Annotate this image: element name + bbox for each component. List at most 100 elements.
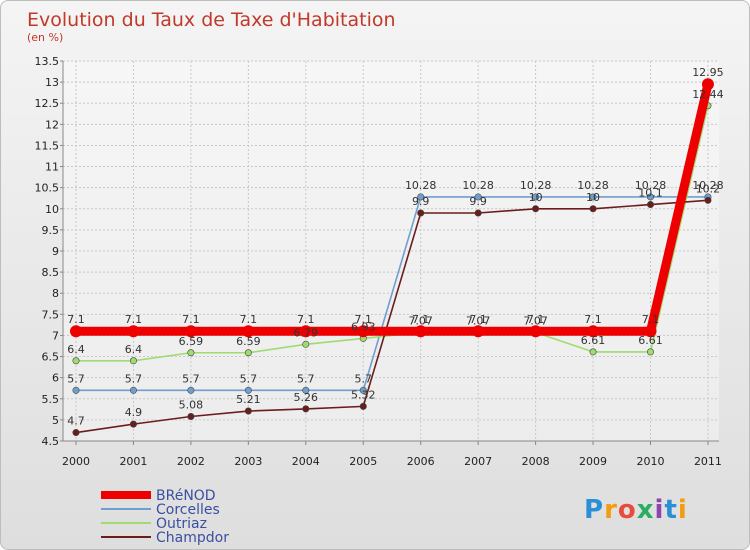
data-label-outriaz: 6.59 (236, 335, 261, 348)
data-point-champdor (129, 420, 137, 428)
proxiti-logo: Proxiti (584, 495, 688, 525)
data-label-champdor: 4.9 (125, 406, 143, 419)
data-label-corcelles: 10.28 (462, 179, 494, 192)
data-label-champdor: 5.32 (351, 388, 376, 401)
data-label-outriaz: 6.59 (179, 335, 204, 348)
series-layer (70, 78, 714, 437)
data-point-corcelles (589, 193, 597, 201)
y-tick-label: 10.5 (35, 182, 60, 195)
grid (63, 60, 719, 442)
data-point-br-nod (242, 325, 255, 338)
x-tick-label: 2004 (292, 455, 320, 468)
y-tick-label: 11 (45, 161, 59, 174)
y-tick-label: 12 (45, 118, 59, 131)
data-label-champdor: 4.7 (67, 415, 85, 428)
y-tick-label: 8.5 (42, 266, 60, 279)
x-tick-label: 2010 (637, 455, 665, 468)
series-line-champdor (75, 199, 709, 434)
data-point-outriaz (244, 349, 252, 357)
y-tick-label: 9.5 (42, 224, 60, 237)
data-label-br-nod: 7.1 (297, 313, 315, 326)
data-label-br-nod: 7.1 (642, 313, 660, 326)
legend-label-br-nod: BRéNOD (156, 488, 216, 504)
data-label-champdor: 5.26 (294, 391, 319, 404)
y-tick-label: 6 (52, 372, 59, 385)
data-point-corcelles (244, 386, 252, 394)
data-point-champdor (72, 429, 80, 437)
data-labels: 5.7 5.7 5.7 5.7 5.7 5.710.28 10.28 10.28 10.28 10… (67, 66, 723, 427)
data-point-champdor (532, 205, 540, 213)
data-point-champdor (704, 196, 712, 204)
data-point-br-nod (127, 325, 140, 338)
data-label-corcelles: 5.7 (182, 372, 200, 385)
data-label-corcelles: 5.7 (67, 372, 85, 385)
data-point-outriaz (646, 348, 654, 356)
x-tick-label: 2006 (407, 455, 435, 468)
data-point-corcelles (646, 193, 654, 201)
data-point-champdor (187, 413, 195, 421)
data-point-br-nod (529, 325, 542, 338)
data-label-outriaz: 6.61 (638, 334, 663, 347)
data-label-corcelles: 10.28 (635, 179, 667, 192)
data-label-br-nod: 7.1 (355, 313, 373, 326)
y-tick-label: 5 (52, 414, 59, 427)
x-tick-label: 2000 (62, 455, 90, 468)
data-label-outriaz: 6.93 (351, 320, 376, 333)
data-label-br-nod: 7.1 (527, 313, 545, 326)
y-tick-label: 13 (45, 76, 59, 89)
data-point-corcelles (129, 386, 137, 394)
data-point-champdor (646, 201, 654, 209)
data-label-champdor: 5.08 (179, 399, 204, 412)
data-label-corcelles: 5.7 (355, 372, 373, 385)
chart-subtitle: (en %) (27, 31, 63, 44)
data-label-outriaz: 7.07 (466, 314, 491, 327)
x-tick-label: 2002 (177, 455, 205, 468)
y-tick-label: 10 (45, 203, 59, 216)
y-tick-label: 9 (52, 245, 59, 258)
data-point-outriaz (129, 357, 137, 365)
data-point-champdor (302, 405, 310, 413)
data-point-corcelles (532, 193, 540, 201)
data-label-corcelles: 5.7 (125, 372, 143, 385)
x-tick-label: 2001 (119, 455, 147, 468)
y-tick-label: 11.5 (35, 139, 60, 152)
data-point-outriaz (589, 348, 597, 356)
data-label-champdor: 10.2 (696, 182, 721, 195)
data-point-br-nod (70, 325, 82, 338)
logo-letter: P (584, 495, 604, 525)
logo-letter: t (664, 495, 677, 525)
x-tick-label: 2003 (234, 455, 262, 468)
data-label-outriaz: 6.79 (294, 326, 319, 339)
data-label-corcelles: 10.28 (692, 179, 724, 192)
legend-label-champdor: Champdor (156, 530, 229, 546)
data-point-outriaz (72, 357, 80, 365)
data-label-br-nod: 7.1 (182, 313, 200, 326)
data-point-corcelles (417, 193, 425, 201)
x-tick-label: 2008 (522, 455, 550, 468)
data-label-champdor: 9.9 (469, 195, 487, 208)
data-point-br-nod (472, 325, 485, 338)
data-label-corcelles: 10.28 (520, 179, 552, 192)
data-point-corcelles (302, 386, 310, 394)
x-tick-label: 2011 (694, 455, 722, 468)
x-tick-label: 2009 (579, 455, 607, 468)
y-tick-label: 13.5 (35, 55, 60, 68)
data-label-outriaz: 7.07 (523, 314, 548, 327)
logo-letter: o (618, 495, 637, 525)
axes (60, 60, 719, 445)
x-axis-ticks: 2000 2001 2002 2003 2004 2005 2006 2007 2008 2009… (62, 455, 722, 468)
data-point-corcelles (187, 386, 195, 394)
data-label-br-nod: 12.95 (692, 66, 724, 79)
data-point-br-nod (587, 325, 600, 338)
data-label-champdor: 10 (586, 191, 600, 204)
data-point-br-nod (357, 325, 370, 338)
data-label-champdor: 9.9 (412, 195, 430, 208)
data-label-corcelles: 10.28 (405, 179, 437, 192)
series-line-br-nod (71, 79, 713, 336)
y-tick-label: 7.5 (42, 308, 60, 321)
data-label-br-nod: 7.1 (412, 313, 430, 326)
data-point-corcelles (474, 193, 482, 201)
data-point-champdor (244, 407, 252, 415)
